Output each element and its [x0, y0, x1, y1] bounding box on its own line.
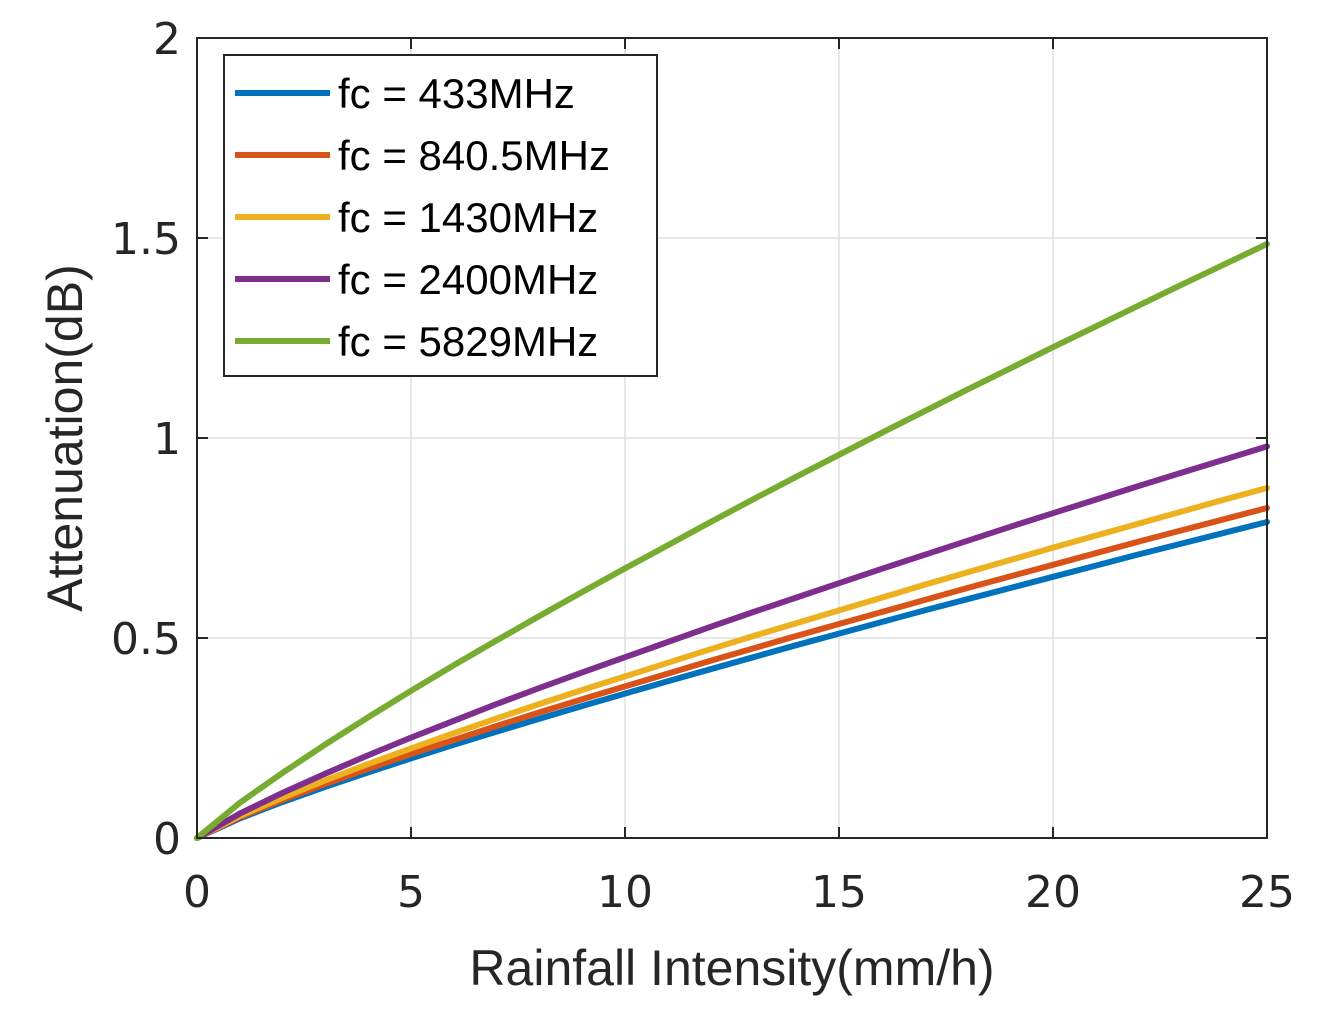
legend-label-840-5mhz: fc = 840.5MHz: [338, 132, 610, 179]
ticks: [196, 37, 1268, 839]
series-group: [194, 241, 1270, 841]
y-tick-label: 1: [153, 414, 181, 465]
legend: fc = 433MHz fc = 840.5MHz fc = 1430MHz fc =…: [223, 54, 658, 377]
x-tick-label: 5: [397, 867, 425, 918]
y-tick-label: 0: [153, 814, 181, 865]
x-tick-label: 10: [597, 867, 653, 918]
legend-label-5829mhz: fc = 5829MHz: [338, 318, 598, 365]
x-tick-label: 15: [811, 867, 867, 918]
legend-label-2400mhz: fc = 2400MHz: [338, 256, 598, 303]
y-tick-label: 0.5: [111, 614, 181, 665]
x-tick-label: 0: [183, 867, 211, 918]
series-line-840-5mhz: [194, 505, 1270, 841]
x-tick-label: 25: [1239, 867, 1295, 918]
y-tick-label: 2: [153, 14, 181, 65]
legend-label-1430mhz: fc = 1430MHz: [338, 194, 598, 241]
series-line-2400mhz: [194, 443, 1270, 841]
x-axis-label: Rainfall Intensity(mm/h): [469, 940, 994, 996]
series-line-433mhz: [194, 519, 1270, 841]
series-line-5829mhz: [194, 241, 1270, 841]
x-tick-label: 20: [1025, 867, 1081, 918]
series-line-1430mhz: [194, 485, 1270, 841]
y-axis-label: Attenuation(dB): [37, 264, 93, 611]
y-tick-label: 1.5: [111, 214, 181, 265]
tick-labels: 0 5 10 15 20 25 0 0.5 1 1.5 2: [111, 14, 1295, 918]
legend-label-433mhz: fc = 433MHz: [338, 70, 575, 117]
